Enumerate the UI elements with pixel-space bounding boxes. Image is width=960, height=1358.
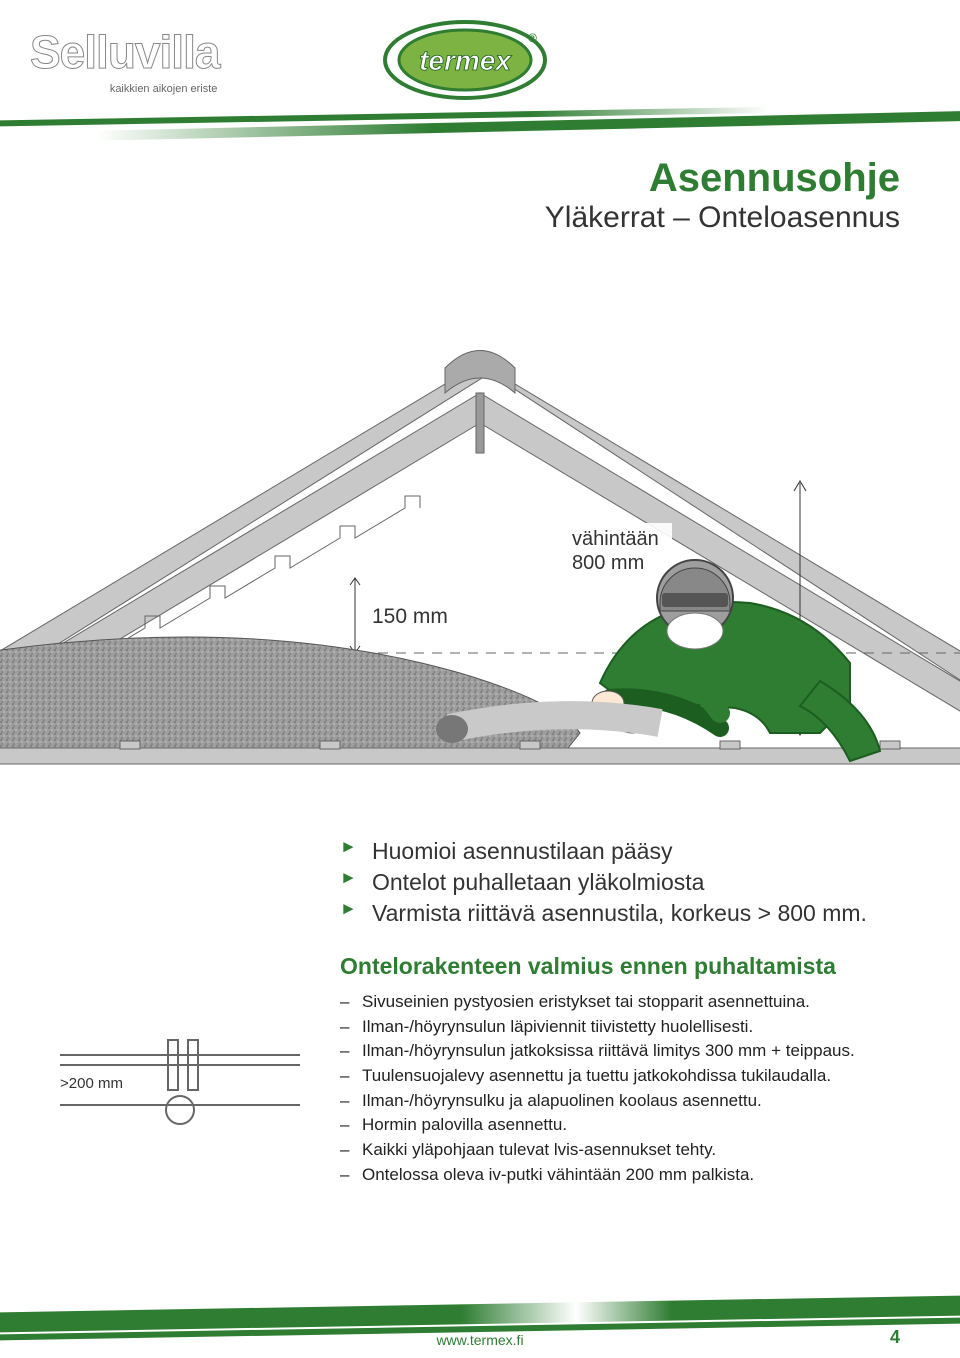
list-item: Huomioi asennustilaan pääsy — [340, 836, 900, 867]
list-item: Ontelot puhalletaan yläkolmiosta — [340, 867, 900, 898]
list-item: Sivuseinien pystyosien eristykset tai st… — [340, 990, 900, 1015]
page-title: Asennusohje — [0, 156, 900, 201]
content-section: Huomioi asennustilaan pääsy Ontelot puha… — [0, 836, 960, 1187]
label-layer-height: 150 mm — [372, 605, 448, 628]
brand-block: Selluvilla kaikkien aikojen eriste — [30, 25, 219, 79]
installation-diagram: 150 mm vähintään 800 mm — [0, 253, 960, 813]
brand-name: Selluvilla — [30, 25, 219, 79]
list-item: Hormin palovilla asennettu. — [340, 1113, 900, 1138]
section-heading: Ontelorakenteen valmius ennen puhaltamis… — [340, 953, 900, 980]
header: Selluvilla kaikkien aikojen eriste terme… — [0, 0, 960, 150]
checklist: Sivuseinien pystyosien eristykset tai st… — [340, 990, 900, 1187]
list-item: Ilman-/höyrynsulun jatkoksissa riittävä … — [340, 1039, 900, 1064]
footer-url: www.termex.fi — [436, 1332, 523, 1348]
list-item: Kaikki yläpohjaan tulevat lvis-asennukse… — [340, 1138, 900, 1163]
label-min-height-value: 800 mm — [572, 552, 644, 574]
worker-figure — [436, 560, 880, 761]
list-item: Ilman-/höyrynsulku ja alapuolinen koolau… — [340, 1089, 900, 1114]
list-item: Varmista riittävä asennustila, korkeus >… — [340, 898, 900, 929]
footer: www.termex.fi 4 — [0, 1308, 960, 1358]
page-subtitle: Yläkerrat – Onteloasennus — [0, 201, 900, 235]
page-number: 4 — [890, 1327, 900, 1348]
title-block: Asennusohje Yläkerrat – Onteloasennus — [0, 156, 960, 235]
logo-badge: termex ® — [380, 18, 550, 103]
joist-clearance-diagram: >200 mm — [60, 1030, 300, 1130]
list-item: Tuulensuojalevy asennettu ja tuettu jatk… — [340, 1064, 900, 1089]
label-min-height-prefix: vähintään — [572, 528, 659, 550]
main-bullets: Huomioi asennustilaan pääsy Ontelot puha… — [340, 836, 900, 929]
list-item: Ilman-/höyrynsulun läpiviennit tiivistet… — [340, 1015, 900, 1040]
logo-text: termex — [419, 45, 512, 76]
trademark-icon: ® — [528, 31, 537, 45]
list-item: Ontelossa oleva iv-putki vähintään 200 m… — [340, 1163, 900, 1188]
label-pipe-clearance: >200 mm — [60, 1075, 123, 1092]
brand-tagline: kaikkien aikojen eriste — [110, 83, 218, 95]
